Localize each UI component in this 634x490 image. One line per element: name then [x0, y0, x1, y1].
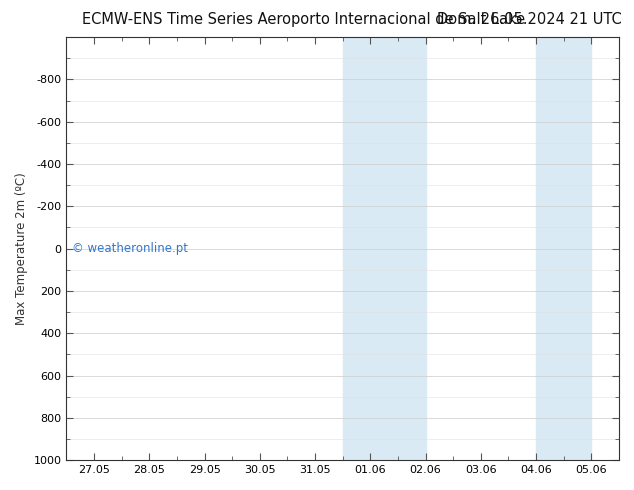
Bar: [343, 37, 425, 460]
Text: © weatheronline.pt: © weatheronline.pt: [72, 242, 188, 255]
Text: ECMW-ENS Time Series Aeroporto Internacional de Salt Lake: ECMW-ENS Time Series Aeroporto Internaci…: [82, 12, 526, 27]
Y-axis label: Max Temperature 2m (ºC): Max Temperature 2m (ºC): [15, 172, 28, 325]
Text: Dom. 26.05.2024 21 UTC: Dom. 26.05.2024 21 UTC: [437, 12, 621, 27]
Bar: [536, 37, 592, 460]
